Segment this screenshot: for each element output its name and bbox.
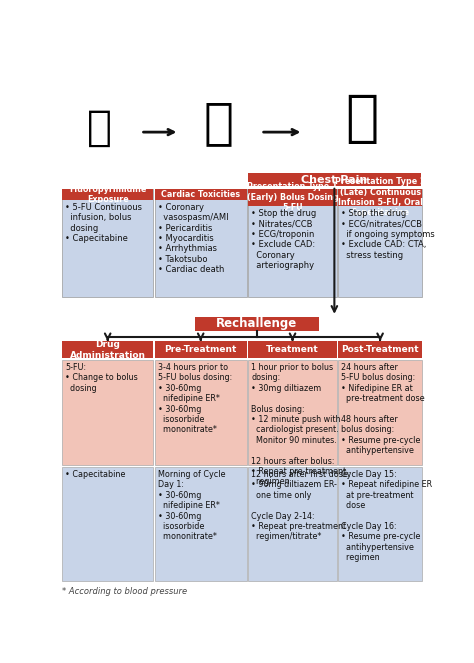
Text: • Stop the drug
• Nitrates/CCB
• ECG/troponin
• Exclude CAD:
  Coronary
  arteri: • Stop the drug • Nitrates/CCB • ECG/tro…: [251, 209, 317, 270]
Text: Drug
Administration: Drug Administration: [70, 340, 146, 359]
Text: 💉: 💉: [87, 107, 112, 149]
Text: Morning of Cycle
Day 1:
• 30-60mg
  nifedipine ER*
• 30-60mg
  isosorbide
  mono: Morning of Cycle Day 1: • 30-60mg nifedi…: [158, 470, 225, 542]
FancyBboxPatch shape: [63, 189, 153, 297]
Text: • Capecitabine: • Capecitabine: [65, 470, 126, 479]
Text: • Stop the drug
• ECG/nitrates/CCB
  if ongoing symptoms
• Exclude CAD: CTA,
  s: • Stop the drug • ECG/nitrates/CCB if on…: [341, 209, 435, 259]
FancyBboxPatch shape: [155, 467, 247, 581]
Text: Fluoropyrimidine
Exposure: Fluoropyrimidine Exposure: [69, 184, 146, 204]
Text: 🧑: 🧑: [345, 92, 378, 146]
FancyBboxPatch shape: [248, 467, 337, 581]
Text: Cycle Day 15:
• Repeat nifedipine ER
  at pre-treatment
  dose

Cycle Day 16:
• : Cycle Day 15: • Repeat nifedipine ER at …: [341, 470, 432, 562]
FancyBboxPatch shape: [338, 189, 422, 206]
FancyBboxPatch shape: [63, 189, 153, 200]
FancyBboxPatch shape: [338, 360, 422, 465]
Text: Rechallenge: Rechallenge: [216, 317, 298, 330]
FancyBboxPatch shape: [195, 317, 319, 331]
FancyBboxPatch shape: [248, 189, 337, 297]
Text: • Coronary
  vasospasm/AMI
• Pericarditis
• Myocarditis
• Arrhythmias
• Takotsub: • Coronary vasospasm/AMI • Pericarditis …: [158, 203, 228, 274]
Text: 3-4 hours prior to
5-FU bolus dosing:
• 30-60mg
  nifedipine ER*
• 30-60mg
  iso: 3-4 hours prior to 5-FU bolus dosing: • …: [158, 363, 232, 434]
Text: • 5-FU Continuous
  infusion, bolus
  dosing
• Capecitabine: • 5-FU Continuous infusion, bolus dosing…: [65, 203, 143, 243]
Text: 1 hour prior to bolus
dosing:
• 30mg diltiazem

Bolus dosing:
• 12 minute push w: 1 hour prior to bolus dosing: • 30mg dil…: [251, 363, 346, 487]
Text: Treatment: Treatment: [266, 345, 319, 354]
FancyBboxPatch shape: [63, 467, 153, 581]
Text: Post-Treatment: Post-Treatment: [341, 345, 419, 354]
Text: Pre-Treatment: Pre-Treatment: [164, 345, 237, 354]
Text: 12 hours after first dose:
• 90mg diltiazem ER-
  one time only

Cycle Day 2-14:: 12 hours after first dose: • 90mg diltia…: [251, 470, 351, 542]
Text: 24 hours after
5-FU bolus dosing:
• Nifedipine ER at
  pre-treatment dose

48 ho: 24 hours after 5-FU bolus dosing: • Nife…: [341, 363, 425, 455]
Text: * According to blood pressure: * According to blood pressure: [63, 587, 188, 596]
FancyBboxPatch shape: [248, 341, 337, 358]
FancyBboxPatch shape: [63, 360, 153, 465]
FancyBboxPatch shape: [155, 189, 247, 200]
FancyBboxPatch shape: [248, 360, 337, 465]
Text: Presentation Type 2
(Late) Continuous
Infusion 5-FU, Oral
Capecitabine: Presentation Type 2 (Late) Continuous In…: [335, 177, 425, 217]
FancyBboxPatch shape: [63, 341, 153, 358]
FancyBboxPatch shape: [155, 189, 247, 297]
Text: Presentation Type 1
(Early) Bolus Dosing
5-FU: Presentation Type 1 (Early) Bolus Dosing…: [246, 182, 338, 212]
Text: Cardiac Toxicities: Cardiac Toxicities: [161, 190, 240, 199]
FancyBboxPatch shape: [338, 189, 422, 297]
FancyBboxPatch shape: [338, 341, 422, 358]
Text: 5-FU:
• Change to bolus
  dosing: 5-FU: • Change to bolus dosing: [65, 363, 138, 392]
Text: Chest Pain: Chest Pain: [301, 174, 367, 185]
FancyBboxPatch shape: [247, 174, 421, 186]
Text: 🫀: 🫀: [203, 99, 233, 147]
FancyBboxPatch shape: [155, 360, 247, 465]
FancyBboxPatch shape: [155, 341, 247, 358]
FancyBboxPatch shape: [248, 189, 337, 206]
FancyBboxPatch shape: [338, 467, 422, 581]
